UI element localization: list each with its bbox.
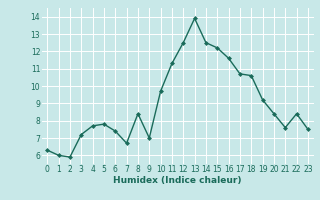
X-axis label: Humidex (Indice chaleur): Humidex (Indice chaleur) xyxy=(113,176,242,185)
